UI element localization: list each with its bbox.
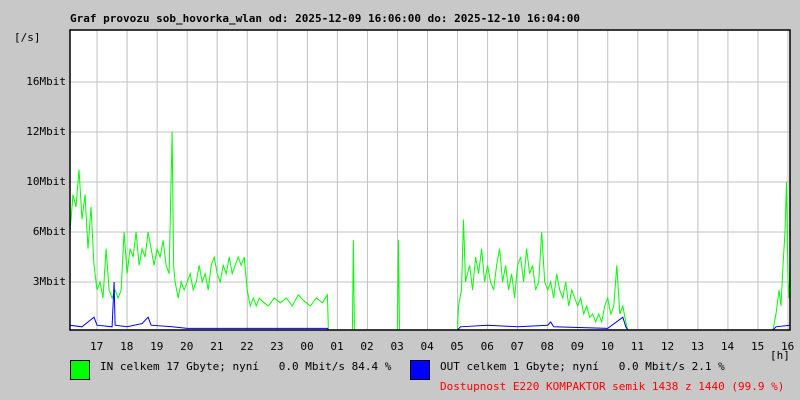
x-tick-label: 09	[570, 340, 584, 353]
x-tick-label: 19	[150, 340, 164, 353]
x-tick-label: 01	[330, 340, 344, 353]
y-tick-label: 10Mbit	[26, 175, 66, 188]
x-tick-label: 14	[720, 340, 735, 353]
x-tick-label: 00	[300, 340, 314, 353]
legend-in-text: IN celkem 17 Gbyte; nyní 0.0 Mbit/s 84.4…	[100, 360, 392, 373]
x-tick-label: 13	[690, 340, 705, 353]
x-tick-label: 08	[540, 340, 554, 353]
plot-background	[70, 30, 790, 330]
y-axis-unit: [/s]	[14, 31, 41, 44]
availability-text: Dostupnost E220 KOMPAKTOR semik 1438 z 1…	[440, 380, 785, 393]
x-tick-label: 17	[90, 340, 104, 353]
legend-out-swatch	[410, 360, 430, 380]
x-tick-label: 22	[240, 340, 254, 353]
series-line-in	[69, 131, 791, 331]
x-tick-label: 02	[360, 340, 374, 353]
x-tick-label: 21	[210, 340, 224, 353]
x-tick-label: 03	[390, 340, 404, 353]
x-tick-label: 06	[480, 340, 494, 353]
y-tick-label: 3Mbit	[32, 275, 66, 288]
x-tick-label: 10	[600, 340, 614, 353]
y-tick-label: 16Mbit	[26, 75, 66, 88]
x-axis-unit: [h]	[770, 349, 790, 362]
x-tick-label: 16	[780, 340, 795, 353]
x-tick-label: 18	[120, 340, 134, 353]
plot-border	[69, 29, 791, 331]
x-tick-label: 05	[450, 340, 464, 353]
legend-in-swatch	[70, 360, 90, 380]
y-tick-label: 12Mbit	[26, 125, 66, 138]
series-line-out	[69, 281, 791, 331]
x-tick-label: 15	[750, 340, 765, 353]
x-tick-label: 23	[270, 340, 284, 353]
y-tick-label: 6Mbit	[32, 225, 66, 238]
legend-out-text: OUT celkem 1 Gbyte; nyní 0.0 Mbit/s 2.1 …	[440, 360, 725, 373]
x-tick-label: 04	[420, 340, 434, 353]
x-tick-label: 07	[510, 340, 524, 353]
chart-title: Graf provozu sob_hovorka_wlan od: 2025-1…	[70, 12, 580, 25]
x-tick-label: 20	[180, 340, 194, 353]
x-tick-label: 11	[630, 340, 645, 353]
x-tick-label: 12	[660, 340, 675, 353]
